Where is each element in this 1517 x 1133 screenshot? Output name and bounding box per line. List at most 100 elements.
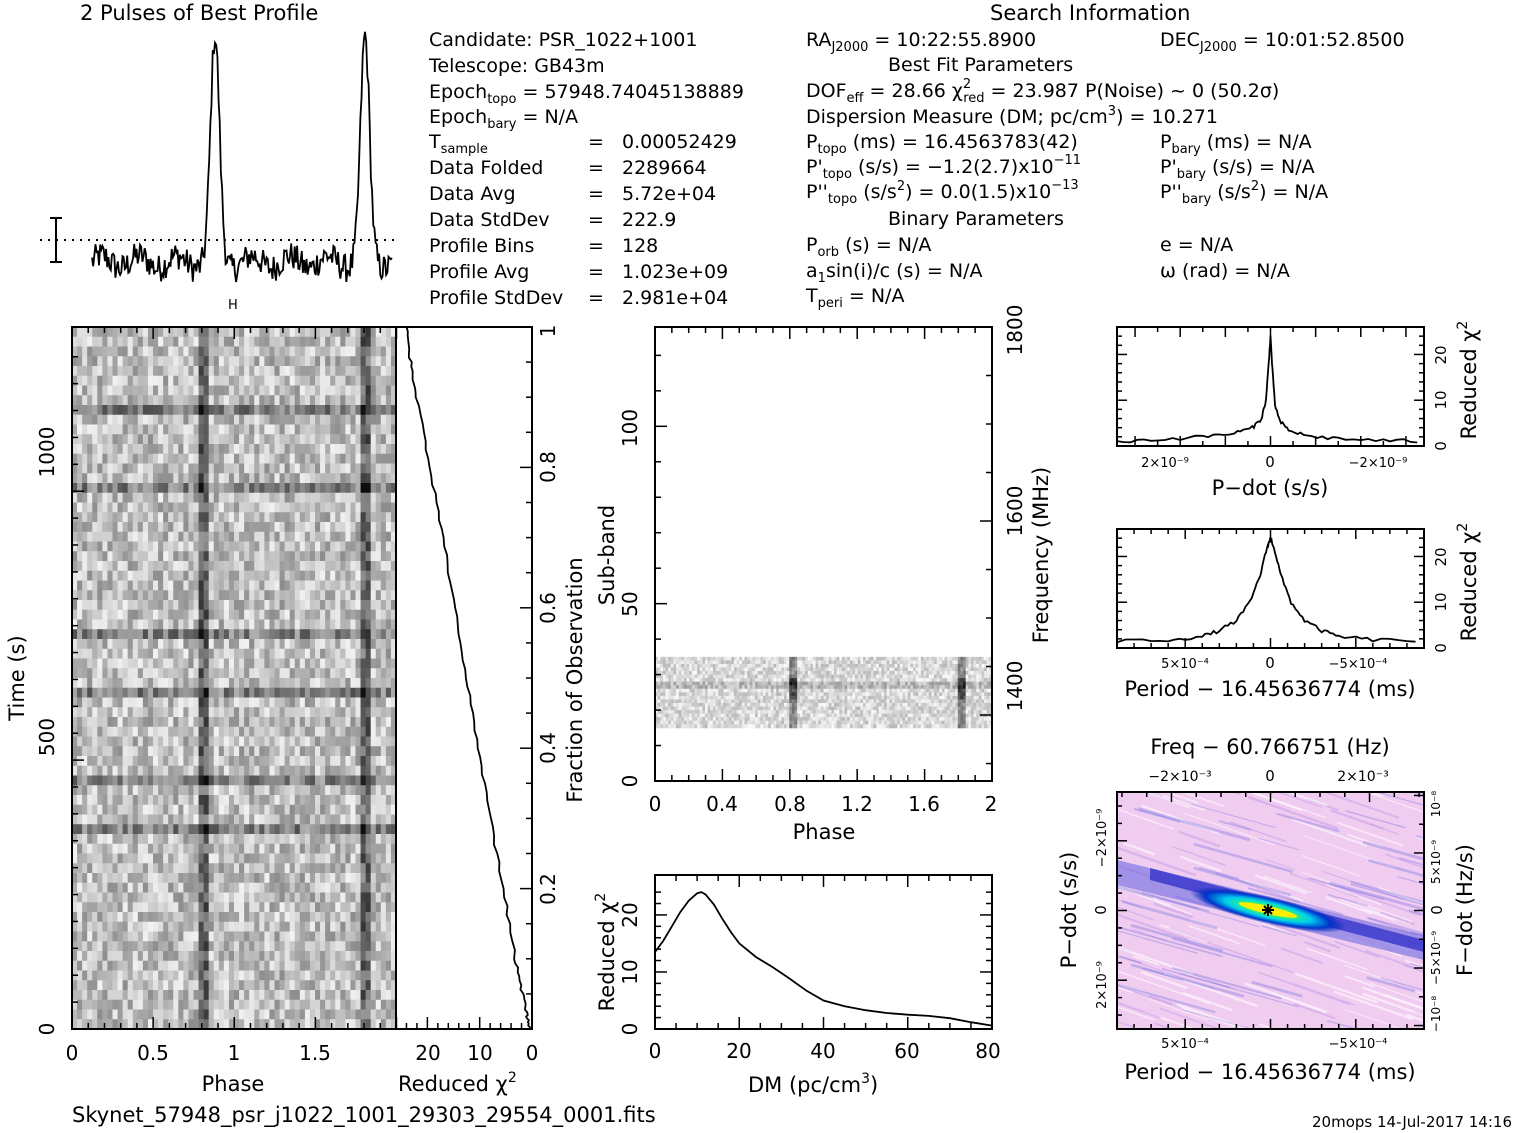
time-phase-cell bbox=[223, 629, 230, 640]
time-phase-cell bbox=[304, 551, 311, 562]
time-phase-cell bbox=[158, 483, 164, 494]
time-phase-cell bbox=[279, 736, 286, 747]
time-phase-cell bbox=[147, 405, 154, 416]
time-phase-cell bbox=[198, 1009, 205, 1020]
time-phase-cell bbox=[299, 424, 306, 435]
time-phase-cell bbox=[107, 580, 114, 591]
time-phase-cell bbox=[274, 551, 281, 562]
time-phase-cell bbox=[158, 892, 164, 903]
time-phase-cell bbox=[173, 980, 179, 991]
time-phase-cell bbox=[213, 756, 220, 767]
time-phase-cell bbox=[350, 960, 357, 972]
subband-cell bbox=[662, 660, 667, 665]
time-phase-cell bbox=[385, 385, 392, 396]
time-phase-cell bbox=[350, 356, 357, 367]
time-phase-cell bbox=[153, 1009, 159, 1020]
time-phase-cell bbox=[82, 639, 88, 650]
time-phase-cell bbox=[228, 775, 235, 786]
time-phase-cell bbox=[183, 492, 190, 504]
time-phase-cell bbox=[304, 629, 311, 640]
time-phase-cell bbox=[87, 1019, 93, 1029]
time-phase-cell bbox=[193, 834, 200, 845]
time-phase-cell bbox=[325, 444, 331, 455]
pbary-pre: P bbox=[1160, 131, 1171, 153]
time-phase-cell bbox=[107, 697, 114, 708]
time-phase-cell bbox=[218, 882, 225, 894]
time-phase-cell bbox=[279, 570, 286, 582]
time-phase-cell bbox=[163, 746, 169, 757]
time-phase-cell bbox=[340, 502, 346, 513]
time-phase-cell bbox=[284, 658, 291, 669]
time-phase-cell bbox=[385, 561, 392, 572]
time-phase-cell bbox=[269, 366, 276, 377]
time-phase-cell bbox=[284, 356, 291, 367]
time-phase-cell bbox=[279, 561, 286, 572]
time-phase-cell bbox=[213, 795, 220, 806]
time-phase-cell bbox=[188, 980, 195, 991]
time-phase-cell bbox=[380, 834, 387, 845]
time-phase-cell bbox=[168, 570, 174, 582]
time-phase-cell bbox=[370, 385, 377, 396]
time-phase-cell bbox=[304, 463, 311, 474]
time-phase-cell bbox=[193, 336, 200, 348]
time-phase-cell bbox=[82, 619, 88, 630]
time-phase-cell bbox=[385, 639, 392, 650]
time-phase-cell bbox=[239, 639, 245, 650]
time-phase-cell bbox=[122, 600, 129, 611]
time-phase-cell bbox=[365, 375, 372, 387]
time-phase-cell bbox=[147, 853, 154, 864]
time-phase-cell bbox=[274, 765, 281, 777]
time-phase-cell bbox=[309, 639, 316, 650]
subband-cell bbox=[955, 656, 959, 661]
time-phase-cell bbox=[279, 873, 286, 884]
time-phase-cell bbox=[218, 346, 225, 357]
epoch-bary-val: = N/A bbox=[516, 106, 578, 128]
time-phase-cell bbox=[299, 863, 306, 874]
time-phase-cell bbox=[355, 463, 362, 474]
time-phase-cell bbox=[239, 941, 245, 952]
time-phase-cell bbox=[284, 707, 291, 718]
time-phase-cell bbox=[132, 853, 139, 864]
time-phase-cell bbox=[102, 639, 109, 650]
time-phase-cell bbox=[127, 424, 134, 435]
epoch-topo-val: = 57948.74045138889 bbox=[516, 81, 743, 103]
time-phase-cell bbox=[223, 473, 230, 484]
time-phase-cell bbox=[385, 902, 392, 913]
time-phase-cell bbox=[153, 648, 159, 660]
pddtopo-val: (s/s bbox=[857, 181, 897, 203]
time-phase-cell bbox=[82, 668, 88, 679]
time-phase-cell bbox=[345, 687, 352, 699]
time-phase-cell bbox=[153, 765, 159, 777]
time-phase-cell bbox=[97, 327, 103, 338]
time-phase-cell bbox=[117, 561, 124, 572]
time-phase-cell bbox=[208, 561, 215, 572]
time-phase-cell bbox=[355, 434, 362, 445]
time-phase-cell bbox=[249, 814, 255, 825]
time-phase-cell bbox=[244, 463, 250, 474]
time-phase-cell bbox=[117, 960, 124, 972]
time-phase-cell bbox=[365, 414, 372, 426]
time-phase-cell bbox=[289, 687, 296, 699]
time-phase-cell bbox=[198, 385, 205, 396]
time-phase-cell bbox=[385, 327, 392, 338]
time-phase-cell bbox=[365, 336, 372, 348]
time-phase-cell bbox=[183, 375, 190, 387]
time-phase-cell bbox=[264, 843, 271, 855]
time-phase-cell bbox=[254, 921, 260, 933]
time-phase-cell bbox=[147, 697, 154, 708]
time-phase-cell bbox=[304, 1019, 311, 1029]
time-phase-cell bbox=[102, 629, 109, 640]
time-phase-cell bbox=[350, 726, 357, 738]
time-phase-cell bbox=[72, 414, 78, 426]
time-phase-cell bbox=[77, 707, 83, 718]
time-phase-cell bbox=[97, 853, 103, 864]
time-phase-cell bbox=[320, 580, 326, 591]
time-phase-cell bbox=[304, 648, 311, 660]
time-phase-cell bbox=[218, 980, 225, 991]
time-phase-cell bbox=[234, 648, 240, 660]
time-phase-cell bbox=[178, 960, 184, 972]
time-phase-cell bbox=[360, 473, 367, 484]
time-phase-cell bbox=[153, 570, 159, 582]
time-phase-cell bbox=[360, 658, 367, 669]
time-phase-cell bbox=[309, 882, 316, 894]
